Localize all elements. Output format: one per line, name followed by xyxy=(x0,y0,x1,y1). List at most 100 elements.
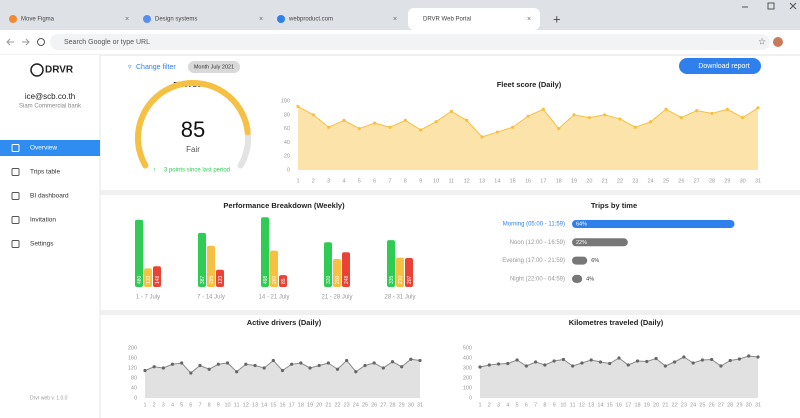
x-tick-label: 10 xyxy=(560,402,566,408)
bar xyxy=(144,268,152,287)
tab-close[interactable]: × xyxy=(125,16,129,23)
nav-item[interactable]: Invitation xyxy=(30,217,56,224)
point xyxy=(327,125,331,129)
y-tick-label: 500 xyxy=(463,345,472,351)
x-tick-label: 19 xyxy=(644,402,650,408)
x-tick-label: 18 xyxy=(634,402,640,408)
new-tab[interactable]: + xyxy=(553,11,561,26)
x-tick-label: 5 xyxy=(180,402,183,408)
bar xyxy=(279,275,287,287)
x-tick-label: 14 xyxy=(597,402,603,408)
y-tick-label: 100 xyxy=(281,98,290,104)
point xyxy=(618,117,622,121)
company: Siam Commercial bank xyxy=(19,104,82,110)
x-tick-label: 3 xyxy=(162,402,165,408)
period-pill[interactable] xyxy=(188,61,240,73)
point xyxy=(357,127,361,131)
x-tick-label: 20 xyxy=(316,402,322,408)
bar xyxy=(135,219,143,287)
active-tab[interactable] xyxy=(408,8,540,30)
y-tick-label: 120 xyxy=(128,365,137,371)
point xyxy=(326,361,330,365)
x-tick-label: 20 xyxy=(586,178,592,184)
point xyxy=(290,362,294,366)
x-tick-label: 17 xyxy=(540,178,546,184)
tab-title[interactable]: Design systems xyxy=(155,17,197,23)
y-tick-label: 80 xyxy=(284,112,290,118)
tab-close[interactable]: × xyxy=(527,16,531,23)
point xyxy=(691,361,695,365)
point xyxy=(649,120,653,124)
area-fill xyxy=(145,359,420,398)
point xyxy=(664,107,668,111)
tab-title[interactable]: webproduct.com xyxy=(288,17,333,23)
y-tick-label: 40 xyxy=(284,140,290,146)
point xyxy=(511,125,515,129)
bar xyxy=(342,252,350,287)
x-tick-label: 6 xyxy=(373,178,376,184)
point xyxy=(271,358,275,363)
brand: DRVR xyxy=(45,65,74,76)
nav-item[interactable]: Settings xyxy=(30,241,54,248)
address-bar[interactable] xyxy=(50,34,770,50)
point xyxy=(572,113,576,117)
bar xyxy=(405,258,413,287)
tab-close[interactable]: × xyxy=(259,16,263,23)
point xyxy=(478,365,482,369)
x-tick-label: 14 xyxy=(261,402,267,408)
value-label: 4% xyxy=(586,276,594,282)
x-tick-label: 17 xyxy=(625,402,631,408)
y-tick-label: 0 xyxy=(287,167,290,173)
bar xyxy=(270,250,278,287)
nav-item[interactable]: Trips table xyxy=(30,169,60,176)
avatar[interactable] xyxy=(773,37,783,47)
point xyxy=(363,363,367,368)
value-label: 64% xyxy=(576,221,587,227)
close[interactable] xyxy=(789,2,797,10)
area-fill xyxy=(298,106,758,170)
point xyxy=(737,357,742,361)
y-tick-label: 60 xyxy=(284,126,290,132)
x-tick-label: 6 xyxy=(189,402,192,408)
point xyxy=(515,358,519,362)
bar-label: 148 xyxy=(155,275,161,284)
y-tick-label: 20 xyxy=(284,154,290,160)
x-tick-label: 1 - 7 July xyxy=(136,295,160,301)
tab-title[interactable]: Move Figma xyxy=(21,17,55,23)
x-tick-label: 21 xyxy=(602,178,608,184)
nav-active[interactable] xyxy=(0,140,100,156)
x-tick-label: 15 xyxy=(510,178,516,184)
email: ice@scb.co.th xyxy=(25,92,75,101)
point xyxy=(143,368,147,373)
point xyxy=(170,362,175,366)
bar-label: 248 xyxy=(344,275,350,284)
point xyxy=(373,121,377,125)
maximize[interactable] xyxy=(767,2,775,10)
x-tick-label: 21 xyxy=(325,402,331,408)
bar-label: 210 xyxy=(398,275,404,284)
x-tick-label: 7 - 14 July xyxy=(197,295,225,301)
x-tick-label: 25 xyxy=(663,178,669,184)
separator xyxy=(100,190,800,195)
point xyxy=(335,367,340,371)
point xyxy=(747,354,751,358)
nav-item[interactable]: Overview xyxy=(30,145,57,152)
download-button[interactable] xyxy=(679,58,761,74)
tab-title[interactable]: DRVR Web Portal xyxy=(423,17,471,23)
point xyxy=(311,113,315,117)
x-tick-label: 24 xyxy=(353,402,359,408)
x-tick-label: 18 xyxy=(556,178,562,184)
filter-icon[interactable]: ▿ xyxy=(128,64,132,71)
nav-arrows[interactable] xyxy=(6,38,30,46)
x-tick-label: 23 xyxy=(681,402,687,408)
x-tick-label: 12 xyxy=(464,178,470,184)
x-tick-label: 1 xyxy=(143,402,146,408)
nav-item[interactable]: BI dashboard xyxy=(30,193,69,200)
x-tick-label: 24 xyxy=(690,402,696,408)
tab-close[interactable]: × xyxy=(393,16,397,23)
reload[interactable] xyxy=(37,38,45,46)
x-tick-label: 26 xyxy=(678,178,684,184)
star[interactable]: ☆ xyxy=(758,36,766,46)
change-filter[interactable]: Change filter xyxy=(136,64,176,71)
bar xyxy=(207,245,215,287)
